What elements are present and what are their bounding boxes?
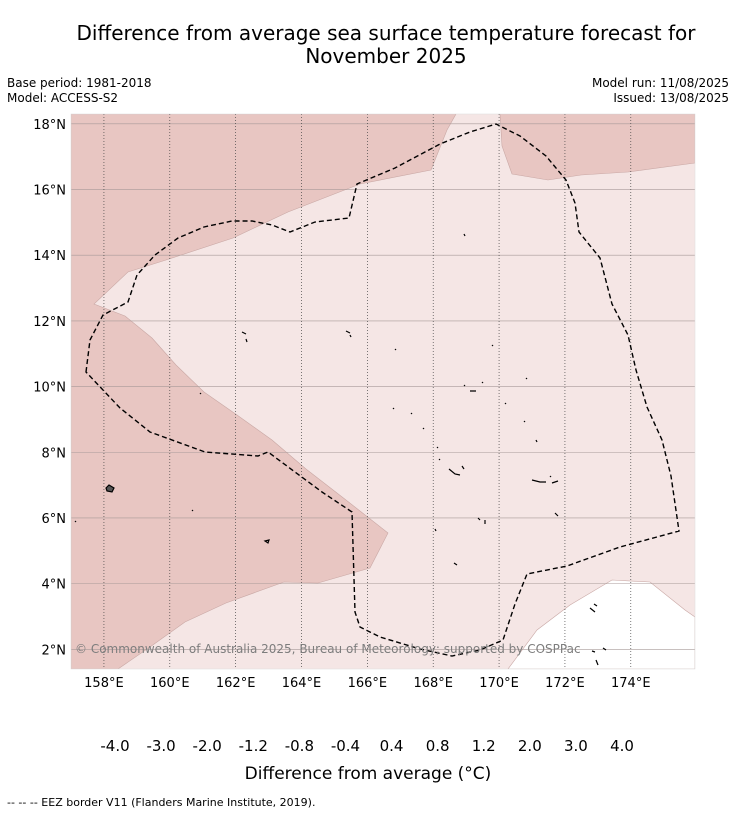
- lon-label: 164°E: [282, 676, 322, 691]
- colorbar-tick-label: 0.4: [379, 737, 404, 755]
- colorbar-tick-label: 2.0: [517, 737, 542, 755]
- lat-label: 16°N: [33, 184, 66, 199]
- anomaly-region-northeast: [499, 114, 695, 181]
- latitude-labels: 18°N 16°N 14°N 12°N 10°N 8°N 6°N 4°N 2°N: [33, 118, 66, 658]
- copyright-text: © Commonwealth of Australia 2025, Bureau…: [75, 642, 581, 656]
- lon-label: 166°E: [348, 676, 388, 691]
- colorbar-tick-label: -0.4: [330, 737, 361, 755]
- lat-label: 18°N: [33, 118, 66, 133]
- lon-label: 168°E: [413, 676, 453, 691]
- colorbar-tick-label: 1.2: [471, 737, 496, 755]
- colorbar-tick-label: 3.0: [563, 737, 588, 755]
- colorbar-tick-label: -4.0: [100, 737, 130, 755]
- longitude-labels: 158°E 160°E 162°E 164°E 166°E 168°E 170°E 172°E…: [84, 676, 650, 691]
- title-line-1: Difference from average sea surface temp…: [76, 21, 696, 45]
- title-line-2: November 2025: [305, 44, 467, 68]
- eez-legend-note: -- -- -- EEZ border V11 (Flanders Marine…: [7, 796, 316, 809]
- lat-label: 2°N: [42, 643, 67, 658]
- map-frame: [70, 113, 696, 670]
- grid-lines: [71, 114, 695, 669]
- colorbar-tick-label: -1.2: [238, 737, 268, 755]
- meta-right: Model run: 11/08/2025 Issued: 13/08/2025: [592, 76, 729, 106]
- lon-label: 170°E: [479, 676, 519, 691]
- lat-label: 10°N: [33, 381, 66, 396]
- colorbar-tick-label: -3.0: [146, 737, 176, 755]
- lon-label: 160°E: [150, 676, 190, 691]
- sst-anomaly-map: 18°N 16°N 14°N 12°N 10°N 8°N 6°N 4°N 2°N 158°E 16…: [33, 113, 696, 691]
- eez-border: [85, 123, 680, 657]
- lon-label: 162°E: [216, 676, 256, 691]
- issued-date: Issued: 13/08/2025: [613, 91, 729, 105]
- meta-left: Base period: 1981-2018 Model: ACCESS-S2: [7, 76, 152, 106]
- colorbar-title: Difference from average (°C): [244, 764, 492, 784]
- model-run: Model run: 11/08/2025: [591, 76, 729, 90]
- colorbar-tick-label: 4.0: [610, 737, 634, 755]
- colorbar-tick-label: -0.8: [284, 737, 314, 755]
- lat-label: 6°N: [42, 512, 67, 527]
- lat-label: 12°N: [33, 315, 66, 330]
- lon-label: 174°E: [611, 676, 651, 691]
- colorbar-tick-label: 0.8: [425, 737, 450, 755]
- lat-label: 4°N: [42, 578, 67, 593]
- colorbar-tick-label: -2.0: [192, 737, 222, 755]
- lat-label: 8°N: [42, 446, 67, 461]
- map-title: Difference from average sea surface temp…: [40, 22, 732, 68]
- lon-label: 158°E: [84, 676, 124, 691]
- model-name: Model: ACCESS-S2: [7, 91, 119, 105]
- lat-label: 14°N: [33, 249, 66, 264]
- lon-label: 172°E: [545, 676, 585, 691]
- coastlines: [74, 233, 607, 666]
- base-period: Base period: 1981-2018: [7, 76, 152, 90]
- neutral-region-southeast: [507, 579, 695, 669]
- anomaly-region-west: [71, 114, 457, 669]
